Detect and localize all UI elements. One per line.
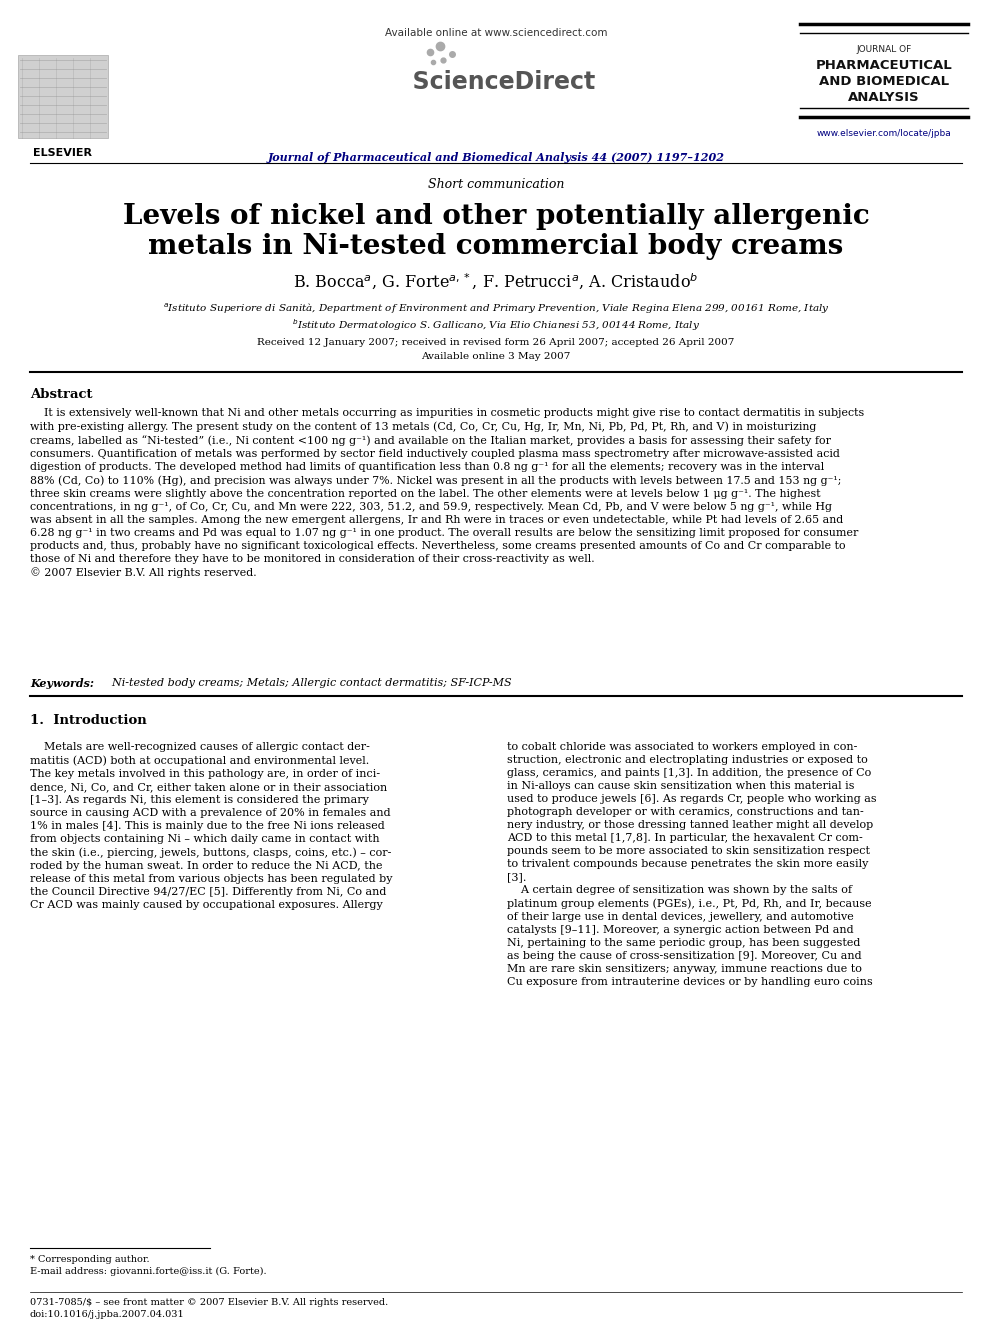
- Text: Journal of Pharmaceutical and Biomedical Analysis 44 (2007) 1197–1202: Journal of Pharmaceutical and Biomedical…: [268, 152, 724, 163]
- Text: Received 12 January 2007; received in revised form 26 April 2007; accepted 26 Ap: Received 12 January 2007; received in re…: [257, 337, 735, 347]
- Text: Short communication: Short communication: [428, 179, 564, 191]
- Bar: [18, 56, 108, 138]
- Text: It is extensively well-known that Ni and other metals occurring as impurities in: It is extensively well-known that Ni and…: [30, 407, 864, 578]
- Text: JOURNAL OF: JOURNAL OF: [856, 45, 912, 54]
- Text: Levels of nickel and other potentially allergenic: Levels of nickel and other potentially a…: [123, 202, 869, 230]
- Text: Available online 3 May 2007: Available online 3 May 2007: [422, 352, 570, 361]
- Text: Available online at www.sciencedirect.com: Available online at www.sciencedirect.co…: [385, 28, 607, 38]
- Text: ELSEVIER: ELSEVIER: [34, 148, 92, 157]
- Text: $^b$Istituto Dermatologico S. Gallicano, Via Elio Chianesi 53, 00144 Rome, Italy: $^b$Istituto Dermatologico S. Gallicano,…: [292, 318, 700, 333]
- Text: to cobalt chloride was associated to workers employed in con-
struction, electro: to cobalt chloride was associated to wor…: [507, 742, 877, 987]
- Text: 0731-7085/$ – see front matter © 2007 Elsevier B.V. All rights reserved.: 0731-7085/$ – see front matter © 2007 El…: [30, 1298, 388, 1307]
- Text: ANALYSIS: ANALYSIS: [848, 91, 920, 105]
- Text: $^a$Istituto Superiore di Sanità, Department of Environment and Primary Preventi: $^a$Istituto Superiore di Sanità, Depart…: [163, 302, 829, 316]
- Text: AND BIOMEDICAL: AND BIOMEDICAL: [819, 75, 949, 89]
- Text: metals in Ni-tested commercial body creams: metals in Ni-tested commercial body crea…: [149, 233, 843, 261]
- Text: www.elsevier.com/locate/jpba: www.elsevier.com/locate/jpba: [816, 130, 951, 138]
- Text: 1.  Introduction: 1. Introduction: [30, 714, 147, 728]
- Text: Abstract: Abstract: [30, 388, 92, 401]
- Text: B. Bocca$^a$, G. Forte$^{a,*}$, F. Petrucci$^a$, A. Cristaudo$^b$: B. Bocca$^a$, G. Forte$^{a,*}$, F. Petru…: [294, 273, 698, 292]
- Text: Ni-tested body creams; Metals; Allergic contact dermatitis; SF-ICP-MS: Ni-tested body creams; Metals; Allergic …: [105, 677, 512, 688]
- Text: PHARMACEUTICAL: PHARMACEUTICAL: [815, 60, 952, 71]
- Text: E-mail address: giovanni.forte@iss.it (G. Forte).: E-mail address: giovanni.forte@iss.it (G…: [30, 1267, 267, 1277]
- Text: Keywords:: Keywords:: [30, 677, 94, 689]
- Text: Metals are well-recognized causes of allergic contact der-
matitis (ACD) both at: Metals are well-recognized causes of all…: [30, 742, 393, 910]
- Text: * Corresponding author.: * Corresponding author.: [30, 1256, 150, 1263]
- Text: doi:10.1016/j.jpba.2007.04.031: doi:10.1016/j.jpba.2007.04.031: [30, 1310, 185, 1319]
- Text: ScienceDirect: ScienceDirect: [397, 70, 595, 94]
